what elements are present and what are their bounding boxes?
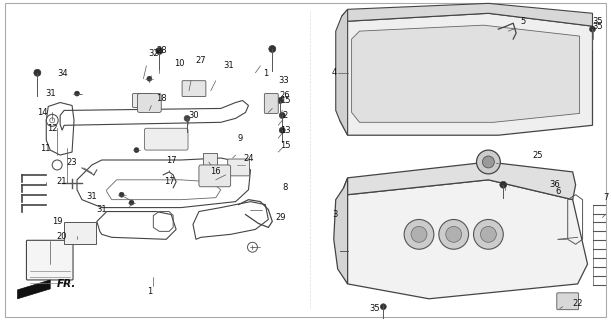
FancyBboxPatch shape — [557, 293, 579, 310]
Circle shape — [446, 227, 462, 242]
Circle shape — [156, 47, 163, 54]
Circle shape — [238, 163, 243, 167]
Circle shape — [269, 45, 276, 52]
Text: 17: 17 — [164, 177, 175, 186]
Text: 31: 31 — [97, 205, 107, 214]
Text: 15: 15 — [280, 96, 290, 105]
Polygon shape — [334, 178, 348, 284]
Text: 35: 35 — [369, 304, 379, 313]
Text: 16: 16 — [210, 167, 221, 176]
FancyBboxPatch shape — [182, 81, 206, 97]
Text: 8: 8 — [282, 183, 288, 192]
Text: 20: 20 — [57, 232, 67, 241]
Circle shape — [480, 227, 496, 242]
Circle shape — [439, 220, 469, 249]
Text: 3: 3 — [332, 210, 337, 219]
Text: 29: 29 — [275, 213, 285, 222]
Polygon shape — [335, 9, 348, 135]
Circle shape — [380, 304, 386, 310]
Circle shape — [590, 26, 596, 32]
Text: 24: 24 — [243, 154, 254, 163]
Text: 13: 13 — [280, 126, 290, 135]
Text: 19: 19 — [52, 217, 62, 226]
Text: 1: 1 — [147, 287, 152, 296]
Circle shape — [277, 98, 283, 103]
Text: 7: 7 — [604, 193, 609, 202]
Text: 27: 27 — [196, 56, 207, 65]
FancyBboxPatch shape — [203, 153, 217, 165]
Text: 11: 11 — [40, 144, 51, 153]
Text: 25: 25 — [533, 150, 543, 160]
Text: 6: 6 — [555, 187, 560, 196]
Circle shape — [134, 148, 139, 153]
Text: 31: 31 — [224, 61, 234, 70]
Text: 9: 9 — [238, 134, 243, 143]
Circle shape — [75, 91, 79, 96]
FancyBboxPatch shape — [133, 93, 152, 108]
FancyBboxPatch shape — [26, 240, 73, 280]
Circle shape — [500, 181, 507, 188]
Circle shape — [129, 200, 134, 205]
Text: 15: 15 — [280, 140, 290, 150]
FancyBboxPatch shape — [64, 222, 96, 244]
FancyBboxPatch shape — [228, 159, 249, 176]
Text: 35: 35 — [592, 22, 603, 31]
FancyBboxPatch shape — [144, 128, 188, 150]
Text: 32: 32 — [148, 49, 159, 59]
Text: 31: 31 — [87, 192, 97, 201]
Circle shape — [483, 156, 494, 168]
FancyBboxPatch shape — [137, 93, 161, 112]
Polygon shape — [338, 180, 588, 299]
Polygon shape — [18, 280, 50, 299]
Text: 1: 1 — [263, 69, 268, 78]
Text: 21: 21 — [57, 177, 67, 186]
Circle shape — [34, 69, 41, 76]
Polygon shape — [340, 13, 593, 135]
Circle shape — [279, 127, 285, 133]
Polygon shape — [351, 25, 580, 122]
Text: 22: 22 — [573, 299, 583, 308]
FancyBboxPatch shape — [396, 58, 481, 99]
FancyBboxPatch shape — [417, 92, 475, 114]
Text: 34: 34 — [57, 69, 67, 78]
Text: 17: 17 — [166, 156, 177, 164]
Text: 18: 18 — [156, 94, 167, 103]
FancyBboxPatch shape — [5, 4, 606, 316]
Text: 28: 28 — [156, 46, 167, 55]
Text: 33: 33 — [278, 76, 288, 85]
Text: 30: 30 — [189, 111, 199, 120]
FancyBboxPatch shape — [265, 93, 278, 113]
Circle shape — [404, 220, 434, 249]
Circle shape — [474, 220, 503, 249]
Text: 12: 12 — [47, 124, 57, 133]
Text: 4: 4 — [332, 68, 337, 77]
Circle shape — [147, 76, 152, 81]
FancyBboxPatch shape — [199, 165, 231, 187]
Text: 35: 35 — [592, 17, 603, 26]
Polygon shape — [342, 4, 593, 26]
Text: 26: 26 — [280, 91, 290, 100]
Circle shape — [184, 116, 190, 121]
Text: 23: 23 — [67, 158, 78, 167]
Text: FR.: FR. — [57, 279, 76, 289]
Circle shape — [279, 112, 285, 118]
Text: 5: 5 — [521, 17, 525, 26]
Circle shape — [411, 227, 427, 242]
Circle shape — [477, 150, 500, 174]
Text: 2: 2 — [282, 111, 288, 120]
Text: 31: 31 — [45, 89, 56, 98]
Text: 10: 10 — [174, 59, 185, 68]
Text: 36: 36 — [549, 180, 560, 189]
Circle shape — [119, 192, 124, 197]
Text: 14: 14 — [37, 108, 48, 117]
Polygon shape — [343, 162, 576, 200]
